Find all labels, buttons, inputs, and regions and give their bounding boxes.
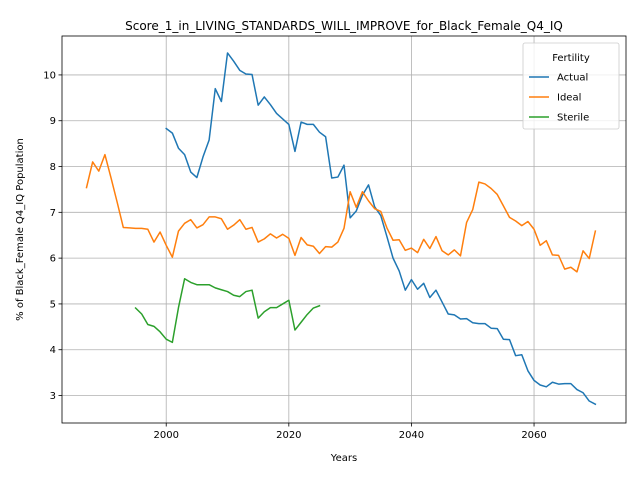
y-tick-label: 3 [50, 391, 56, 402]
chart-title: Score_1_in_LIVING_STANDARDS_WILL_IMPROVE… [125, 19, 563, 33]
legend-label-sterile: Sterile [557, 113, 589, 124]
x-axis-title: Years [330, 453, 357, 464]
x-tick-label: 2020 [276, 430, 301, 441]
series-line-ideal [85, 153, 597, 273]
legend: Fertility Actual Ideal Sterile [522, 42, 620, 130]
y-axis-title: % of Black_Female Q4_IQ Population [15, 138, 26, 321]
y-tick-label: 4 [50, 345, 56, 356]
axis-ticks: 2000 2020 2040 2060 3 4 5 6 7 8 9 10 [43, 70, 547, 441]
legend-title: Fertility [552, 53, 590, 64]
legend-items: Actual Ideal Sterile [529, 73, 589, 124]
legend-box [522, 42, 620, 130]
legend-label-actual: Actual [557, 73, 588, 84]
y-tick-label: 6 [50, 254, 56, 265]
x-tick-label: 2040 [399, 430, 424, 441]
legend-label-ideal: Ideal [557, 93, 581, 104]
y-tick-label: 8 [50, 162, 56, 173]
y-tick-label: 7 [50, 208, 56, 219]
x-tick-label: 2060 [521, 430, 546, 441]
x-tick-label: 2000 [153, 430, 178, 441]
y-tick-label: 5 [50, 299, 56, 310]
series-lines [85, 52, 597, 406]
y-tick-label: 10 [43, 70, 56, 81]
series-line-actual [165, 52, 597, 406]
y-tick-label: 9 [50, 116, 56, 127]
series-line-sterile [134, 277, 321, 344]
plot-frame [61, 35, 627, 424]
